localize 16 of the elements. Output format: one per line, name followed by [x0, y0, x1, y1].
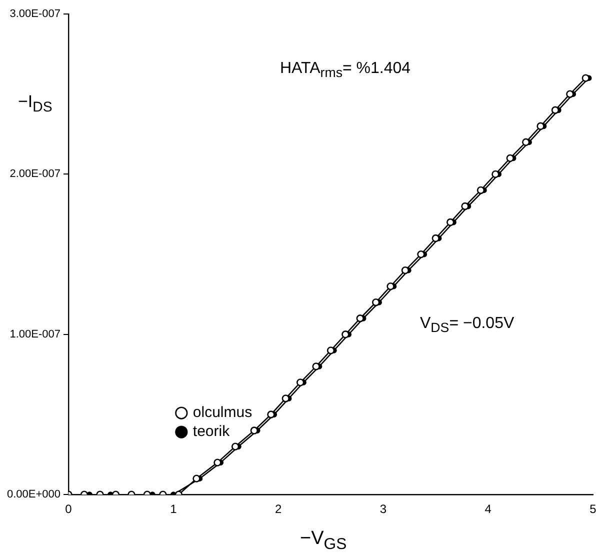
y-tick-label: 3.00E-007 [10, 8, 61, 20]
x-tick-label: 1 [170, 502, 178, 516]
legend-label: olculmus [192, 404, 252, 422]
x-axis-title: −V$_{GS}$ [300, 528, 347, 554]
y-axis-title: −I$_{DS}$ [18, 92, 52, 116]
legend-label: teorik [192, 423, 230, 440]
x-tick-label: 3 [380, 502, 387, 516]
x-tick-label: 4 [484, 502, 492, 516]
x-tick-label: 0 [65, 502, 72, 516]
y-tick-label: 1.00E-007 [10, 328, 61, 340]
annotation: HATA$_{rms}$= %1.404 [280, 60, 411, 80]
x-tick-label: 2 [274, 502, 282, 516]
x-tick-label: 5 [590, 502, 597, 516]
annotation: V$_{DS}$= −0.05V [420, 315, 514, 336]
y-tick-label: 2.00E-007 [10, 168, 61, 180]
y-tick-label: 0.00E+000 [6, 488, 61, 501]
